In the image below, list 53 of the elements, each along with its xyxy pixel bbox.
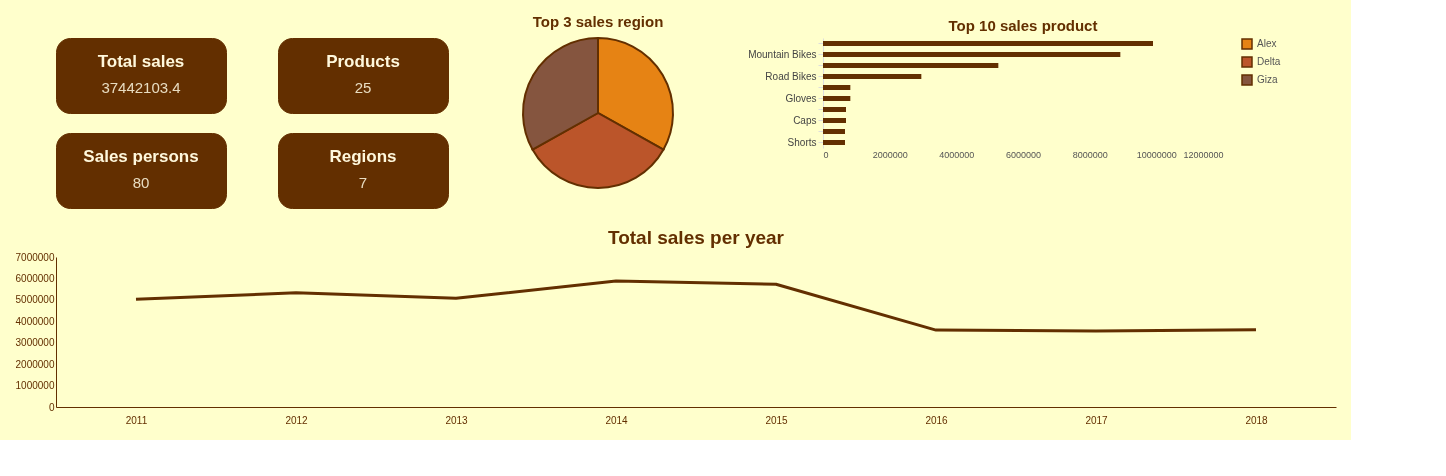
bar	[823, 63, 999, 68]
bar	[823, 74, 922, 79]
x-tick-label: 8000000	[1072, 149, 1108, 160]
y-tick-label: 5000000	[15, 294, 55, 306]
legend-label: Delta	[1257, 56, 1281, 67]
y-tick-label: Road Bikes	[765, 70, 817, 82]
bar	[823, 52, 1121, 57]
x-tick-label: 2018	[1245, 414, 1269, 426]
y-tick-label: Shorts	[787, 136, 817, 148]
y-tick-label: 1000000	[15, 380, 55, 392]
text: 80	[132, 174, 150, 191]
x-tick-label: 2012	[285, 414, 309, 426]
bar	[823, 41, 1153, 46]
x-tick-label: 2016	[925, 414, 949, 426]
line-series	[134, 279, 1258, 333]
chart-title: Top 3 sales region	[532, 13, 664, 30]
legend-label: Alex	[1257, 38, 1277, 49]
text: Total sales	[97, 52, 185, 71]
x-tick-label: 2014	[605, 414, 629, 426]
bar	[823, 118, 846, 123]
x-tick-label: 10000000	[1136, 149, 1177, 160]
x-tick-label: 12000000	[1183, 149, 1224, 160]
text: 37442103.4	[101, 79, 181, 96]
x-tick-label: 2013	[445, 414, 469, 426]
y-tick-label: Caps	[793, 114, 817, 126]
y-tick-label: 0	[48, 401, 55, 413]
legend-label: Giza	[1257, 74, 1278, 85]
bar	[823, 85, 851, 90]
x-tick-label: 2017	[1085, 414, 1109, 426]
x-tick-label: 2000000	[872, 149, 908, 160]
x-tick-label: 2011	[125, 414, 148, 426]
y-tick-label: 3000000	[15, 337, 55, 349]
x-tick-label: 2015	[765, 414, 789, 426]
text: 25	[354, 79, 372, 96]
y-tick-label: Mountain Bikes	[748, 48, 817, 60]
x-tick-label: 6000000	[1005, 149, 1042, 160]
y-tick-label: 4000000	[15, 315, 55, 327]
text: 7	[358, 174, 368, 191]
bar	[823, 96, 851, 101]
y-tick-label: 2000000	[15, 358, 55, 370]
text: Sales persons	[83, 147, 199, 166]
x-tick-label: 0	[823, 149, 829, 160]
y-tick-label: 7000000	[15, 251, 55, 263]
text: Products	[326, 52, 400, 71]
chart-title: Total sales per year	[607, 227, 785, 248]
bar	[823, 140, 845, 145]
y-tick-label: 6000000	[15, 272, 55, 284]
x-tick-label: 4000000	[939, 149, 975, 160]
y-tick-label: Gloves	[785, 92, 817, 104]
text: Regions	[329, 147, 397, 166]
chart-title: Top 10 sales product	[948, 17, 1098, 34]
bar	[823, 107, 846, 112]
bar	[823, 129, 845, 134]
